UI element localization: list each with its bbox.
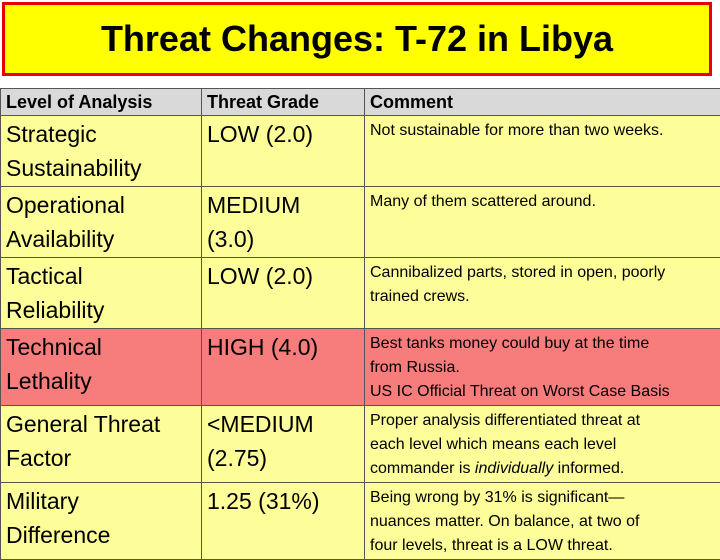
table-row: General Threat Factor <MEDIUM (2.75) Pro… [1,406,720,483]
header-threat-grade: Threat Grade [202,89,365,116]
level-cell: Technical Lethality [1,329,202,406]
header-level-of-analysis: Level of Analysis [1,89,202,116]
table-row: Operational Availability MEDIUM (3.0) Ma… [1,187,720,258]
comment-line-mixed: commander is individually informed. [370,457,715,481]
table-row: Technical Lethality HIGH (4.0) Best tank… [1,329,720,406]
comment-cell: Proper analysis differentiated threat at… [365,406,720,483]
comment-cell: Best tanks money could buy at the time f… [365,329,720,406]
comment-cell: Being wrong by 31% is significant— nuanc… [365,483,720,560]
level-cell: Strategic Sustainability [1,116,202,187]
comment-cell: Many of them scattered around. [365,187,720,258]
grade-cell: LOW (2.0) [202,258,365,329]
table-header-row: Level of Analysis Threat Grade Comment [1,89,720,116]
grade-cell: LOW (2.0) [202,116,365,187]
comment-cell: Not sustainable for more than two weeks. [365,116,720,187]
level-cell: General Threat Factor [1,406,202,483]
threat-table: Level of Analysis Threat Grade Comment S… [0,88,720,560]
grade-cell: <MEDIUM (2.75) [202,406,365,483]
table-row: Military Difference 1.25 (31%) Being wro… [1,483,720,560]
table-row: Tactical Reliability LOW (2.0) Cannibali… [1,258,720,329]
level-cell: Tactical Reliability [1,258,202,329]
grade-cell: 1.25 (31%) [202,483,365,560]
comment-cell: Cannibalized parts, stored in open, poor… [365,258,720,329]
table-row: Strategic Sustainability LOW (2.0) Not s… [1,116,720,187]
grade-cell: HIGH (4.0) [202,329,365,406]
level-cell: Operational Availability [1,187,202,258]
title-banner: Threat Changes: T-72 in Libya [2,2,712,76]
header-comment: Comment [365,89,720,116]
grade-cell: MEDIUM (3.0) [202,187,365,258]
level-cell: Military Difference [1,483,202,560]
page-title: Threat Changes: T-72 in Libya [101,18,613,60]
